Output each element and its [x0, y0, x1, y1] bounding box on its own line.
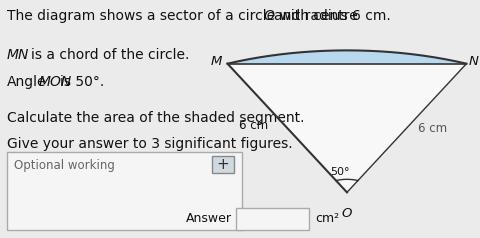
FancyBboxPatch shape: [212, 156, 234, 174]
Text: MON: MON: [38, 75, 72, 89]
FancyBboxPatch shape: [7, 152, 242, 230]
Text: The diagram shows a sector of a circle with centre: The diagram shows a sector of a circle w…: [7, 9, 358, 23]
Text: is a chord of the circle.: is a chord of the circle.: [31, 48, 190, 62]
Polygon shape: [228, 50, 467, 64]
FancyBboxPatch shape: [236, 208, 309, 230]
Text: M: M: [211, 55, 222, 68]
Text: 50°: 50°: [330, 167, 349, 177]
Text: +: +: [216, 157, 229, 172]
Text: N: N: [469, 55, 479, 68]
Text: O: O: [342, 207, 352, 219]
Text: cm²: cm²: [315, 213, 339, 225]
Text: MN: MN: [7, 48, 29, 62]
Text: Answer: Answer: [186, 213, 231, 225]
Text: Calculate the area of the shaded segment.: Calculate the area of the shaded segment…: [7, 111, 304, 125]
Text: and radius 6 cm.: and radius 6 cm.: [274, 9, 391, 23]
Text: O: O: [264, 9, 275, 23]
Text: Optional working: Optional working: [14, 159, 115, 172]
Text: Angle: Angle: [7, 75, 46, 89]
Text: 6 cm: 6 cm: [419, 122, 448, 134]
Text: Give your answer to 3 significant figures.: Give your answer to 3 significant figure…: [7, 137, 292, 151]
Polygon shape: [228, 64, 467, 192]
Text: 6 cm: 6 cm: [239, 119, 268, 132]
Text: is 50°.: is 50°.: [60, 75, 104, 89]
